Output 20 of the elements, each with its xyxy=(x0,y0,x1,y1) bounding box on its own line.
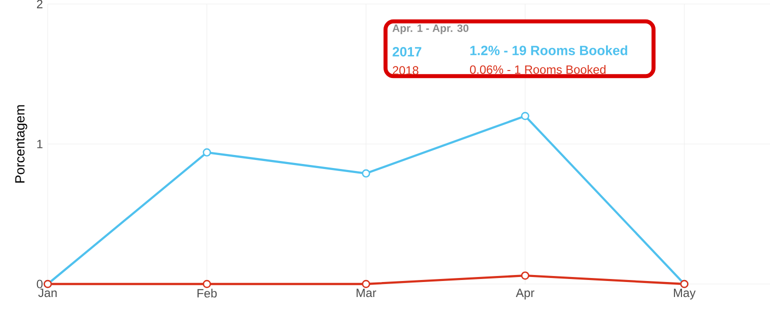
point xyxy=(521,112,530,120)
y-tick-label: 1 xyxy=(37,140,42,148)
x-tick-label: Jan xyxy=(38,288,57,298)
text: 2018 xyxy=(392,66,418,75)
x-tick-label: Apr xyxy=(516,288,534,300)
y-tick-label: 2 xyxy=(36,0,42,8)
y-tick-label: 0 xyxy=(36,280,43,288)
x-tick-label: Mar xyxy=(356,288,376,298)
point xyxy=(362,280,370,288)
point xyxy=(202,280,212,288)
point xyxy=(202,148,212,157)
annotation: 1.2% - 19 Rooms Booked xyxy=(470,45,628,56)
text: 2017 xyxy=(392,47,422,56)
annotation: Apr. 1 - Apr. 30 xyxy=(392,24,468,34)
point xyxy=(362,169,370,178)
x-tick-label: May xyxy=(674,288,696,300)
point xyxy=(521,271,530,280)
x-tick-label: Feb xyxy=(198,288,217,298)
annotation: 0.06% - 1 Rooms Booked xyxy=(470,65,606,74)
y-axis-title: Porcentagem xyxy=(15,105,28,183)
